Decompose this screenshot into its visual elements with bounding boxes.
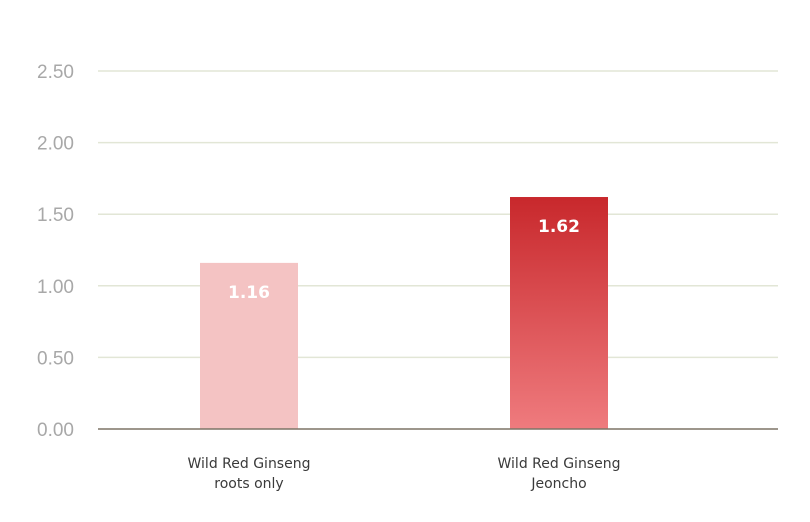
- y-tick-label: 2.00: [37, 134, 74, 155]
- category-label: Wild Red Ginseng: [498, 456, 621, 472]
- data-label: 1.62: [538, 217, 580, 237]
- y-tick-label: 1.50: [37, 205, 74, 226]
- category-label: roots only: [214, 476, 283, 492]
- y-tick-label: 0.00: [37, 420, 74, 441]
- category-label: Wild Red Ginseng: [188, 456, 311, 472]
- category-labels: Wild Red Ginseng roots only Wild Red Ginse…: [188, 456, 621, 492]
- data-label: 1.16: [228, 283, 270, 303]
- y-tick-label: 0.50: [37, 348, 74, 369]
- bars: [200, 197, 608, 429]
- category-label: Jeoncho: [530, 476, 586, 492]
- y-tick-label: 2.50: [37, 62, 74, 83]
- y-axis-tick-labels: 0.00 0.50 1.00 1.50 2.00 2.50: [37, 62, 74, 441]
- bar: [200, 262, 298, 429]
- bar: [510, 197, 608, 429]
- data-labels: 1.16 1.62: [228, 217, 580, 303]
- y-tick-label: 1.00: [37, 277, 74, 298]
